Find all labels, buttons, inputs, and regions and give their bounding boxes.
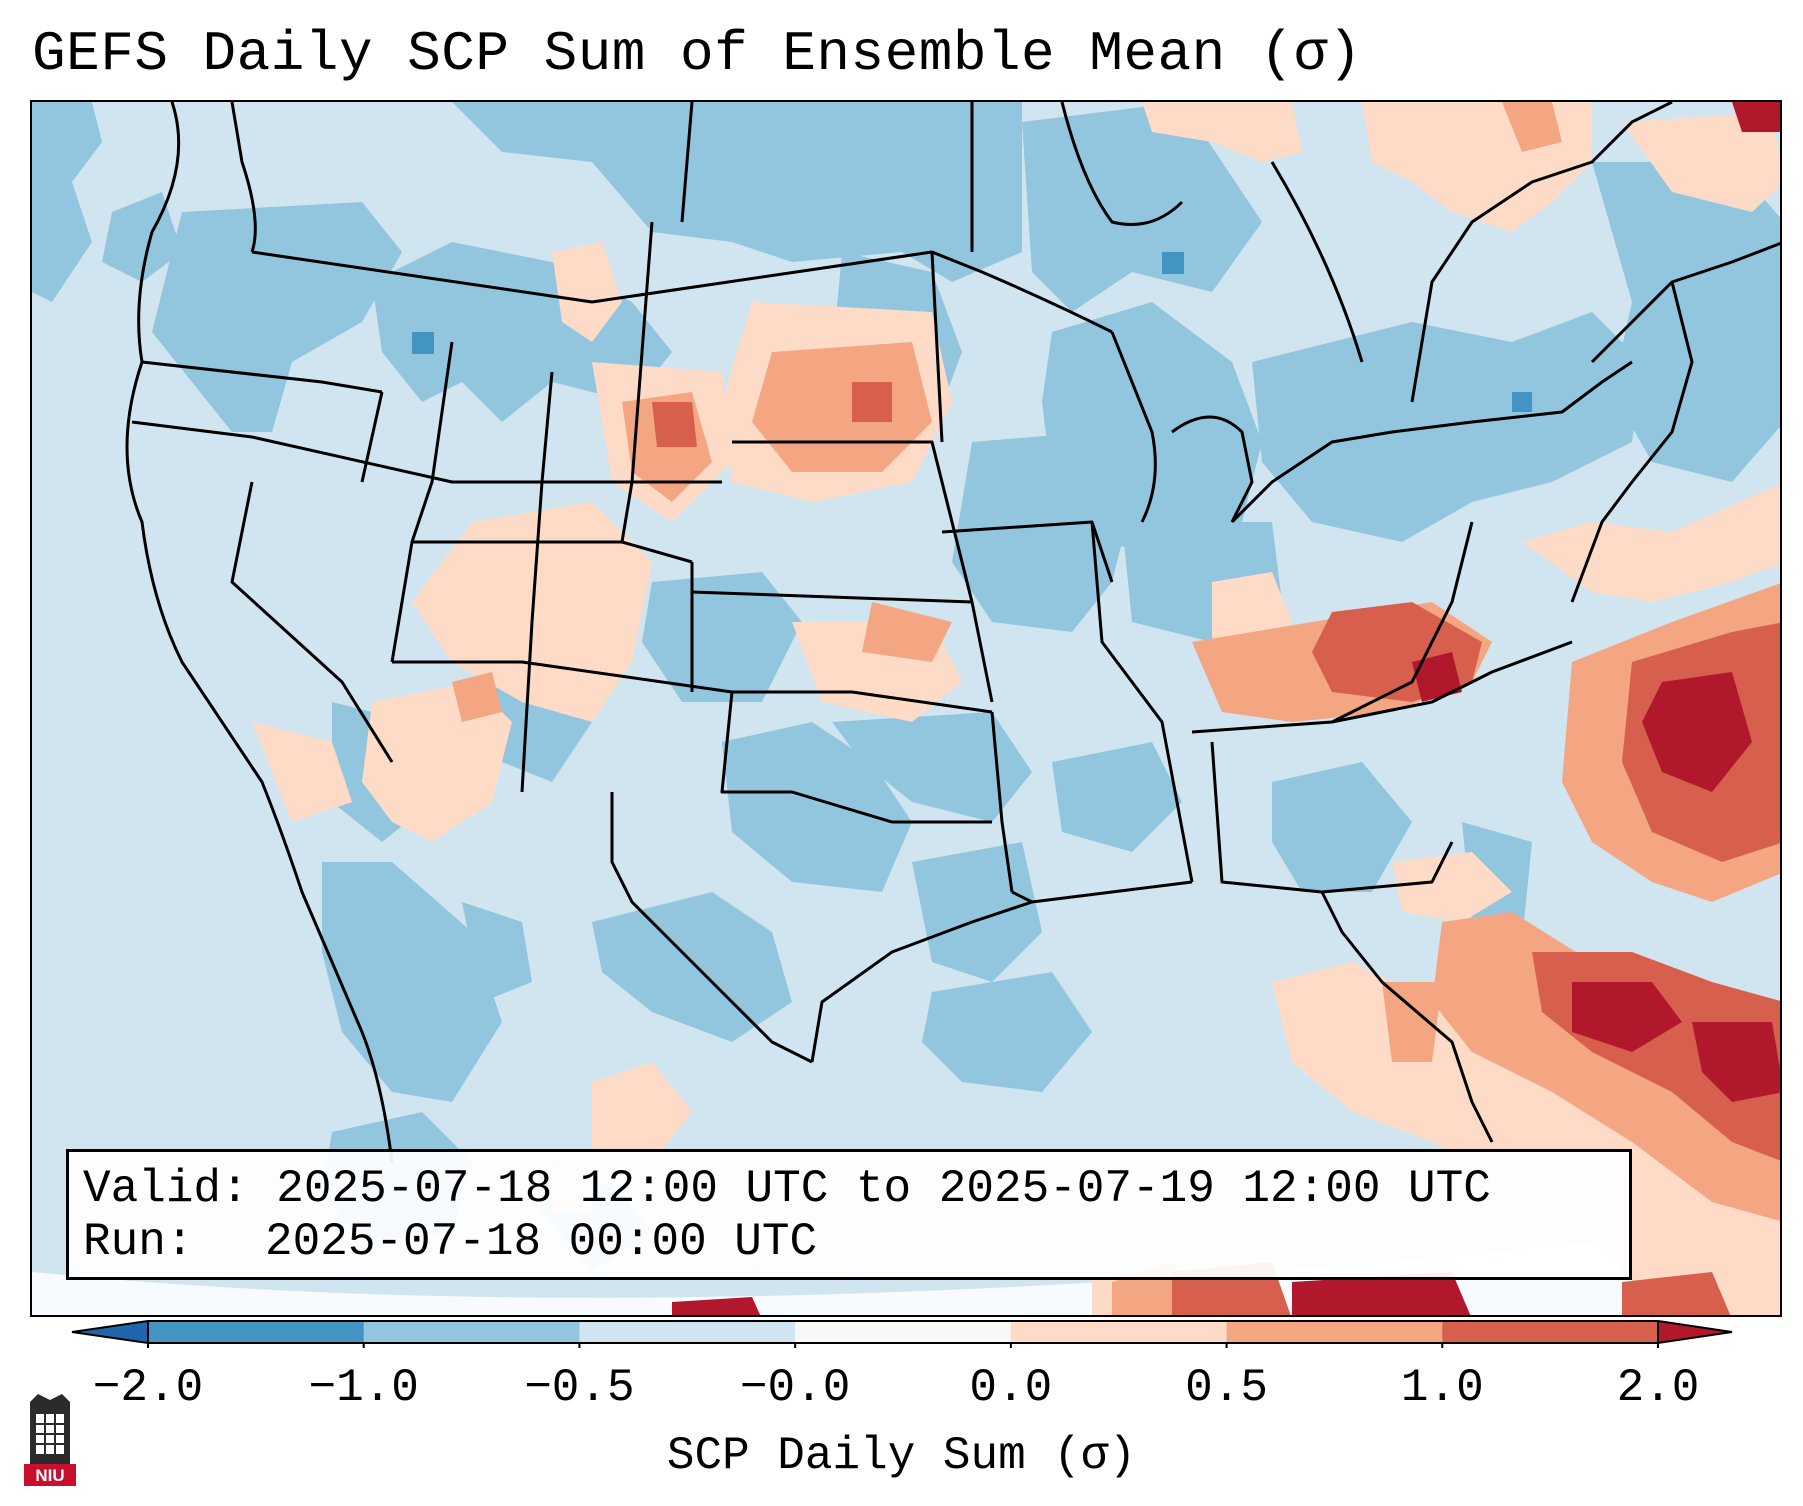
colorbar-outline — [147, 1320, 1659, 1344]
run-time-line: Run: 2025-07-18 00:00 UTC — [83, 1216, 817, 1268]
colorbar-tick-label: −2.0 — [92, 1362, 204, 1414]
colorbar-tick-label: −0.5 — [524, 1362, 635, 1414]
colorbar-tick-label: 0.0 — [969, 1362, 1053, 1414]
colorbar-bin — [1226, 1321, 1443, 1343]
map-panel — [30, 100, 1782, 1317]
colorbar-bin — [1442, 1321, 1659, 1343]
run-value: 2025-07-18 00:00 UTC — [265, 1216, 818, 1268]
colorbar-over-arrow — [1657, 1319, 1733, 1345]
run-label: Run: — [83, 1216, 194, 1268]
niu-logo: NIU — [24, 1394, 76, 1486]
valid-run-info-box: Valid: 2025-07-18 12:00 UTC to 2025-07-1… — [66, 1149, 1632, 1280]
valid-label: Valid: — [83, 1163, 249, 1215]
scp-map — [32, 102, 1780, 1315]
valid-value: 2025-07-18 12:00 UTC to 2025-07-19 12:00… — [276, 1163, 1491, 1215]
valid-time-line: Valid: 2025-07-18 12:00 UTC to 2025-07-1… — [83, 1163, 1491, 1215]
colorbar-tick-label: 0.5 — [1185, 1362, 1268, 1414]
colorbar-tick-label: −1.0 — [308, 1362, 419, 1414]
colorbar-label: SCP Daily Sum (σ) — [666, 1430, 1137, 1482]
chart-title: GEFS Daily SCP Sum of Ensemble Mean (σ) — [32, 22, 1363, 86]
state-boundaries — [125, 102, 1780, 1163]
colorbar-tick-label: 2.0 — [1616, 1362, 1700, 1414]
colorbar-tick-label: −0.0 — [739, 1362, 851, 1414]
colorbar-bin — [148, 1321, 365, 1343]
colorbar-bin — [363, 1321, 580, 1343]
colorbar-bin — [1010, 1321, 1228, 1343]
negative-strong-regions — [412, 252, 1532, 412]
colorbar — [71, 1319, 1733, 1348]
positive-max-regions — [672, 102, 1780, 1315]
colorbar-under-arrow — [71, 1319, 149, 1345]
colorbar-tick-label: 1.0 — [1400, 1362, 1484, 1414]
niu-logo-text: NIU — [35, 1466, 64, 1485]
colorbar-bin — [579, 1321, 796, 1343]
colorbar-bin — [795, 1321, 1012, 1343]
